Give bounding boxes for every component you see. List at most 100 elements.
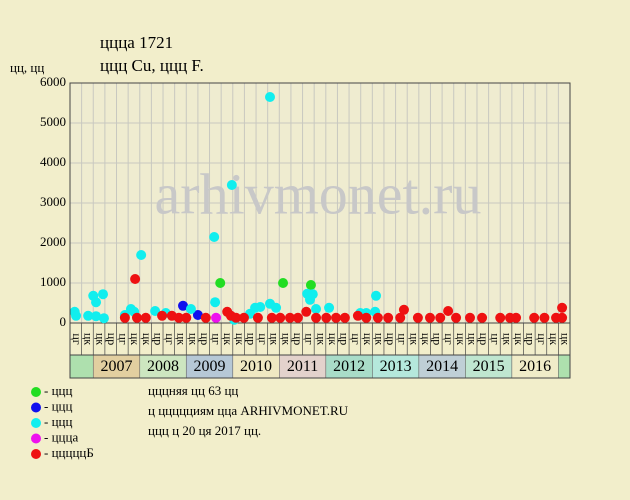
year-label: 2015 xyxy=(473,358,505,375)
legend-label: - ццц xyxy=(44,414,72,429)
x-tick-label: цр xyxy=(151,333,165,345)
x-tick-label: цр xyxy=(291,333,305,345)
legend-swatch xyxy=(31,402,41,413)
x-tick-label: цк xyxy=(547,333,561,345)
x-tick-label: цр xyxy=(431,333,445,345)
point xyxy=(185,304,196,314)
x-tick-label: цк xyxy=(221,333,235,345)
x-tick-label: цг xyxy=(349,333,363,344)
x-tick-label: цр xyxy=(524,333,538,345)
legend-label: - ццц xyxy=(44,398,72,413)
point xyxy=(477,312,488,323)
y-tick-label: 0 xyxy=(60,314,67,329)
point xyxy=(321,312,332,323)
year-label: 2010 xyxy=(240,358,272,375)
point xyxy=(352,310,363,321)
point xyxy=(395,312,406,323)
x-tick-label: цк xyxy=(82,333,96,345)
x-tick-label: цг xyxy=(256,333,270,344)
x-tick-label: цг xyxy=(163,333,177,344)
year-label: 2013 xyxy=(380,358,412,375)
year-label: 2009 xyxy=(194,358,226,375)
point xyxy=(130,274,141,284)
note: цццняя цц 63 цц xyxy=(148,383,238,398)
x-tick-label: цк xyxy=(326,333,340,345)
point xyxy=(301,306,312,317)
x-tick-label: цк xyxy=(454,333,468,345)
point xyxy=(292,312,303,323)
point xyxy=(339,312,350,323)
x-tick-label: цк xyxy=(558,333,572,345)
year-label: 2016 xyxy=(519,358,551,375)
watermark: arhivmonet.ru xyxy=(155,161,482,226)
x-tick-label: цк xyxy=(268,333,282,345)
legend-label: - ццца xyxy=(44,429,78,444)
point xyxy=(371,290,382,301)
y-tick-label: 2000 xyxy=(40,234,66,249)
year-label: 2011 xyxy=(287,358,318,375)
y-axis-label: цц, цц xyxy=(10,60,44,75)
year-label: 2012 xyxy=(333,358,365,375)
point xyxy=(557,312,568,323)
point xyxy=(285,312,295,323)
x-tick-label: цк xyxy=(128,333,142,345)
point xyxy=(83,310,94,321)
point xyxy=(271,302,282,313)
point xyxy=(539,312,550,323)
point xyxy=(252,312,263,323)
point xyxy=(210,297,221,308)
point xyxy=(435,312,446,323)
x-tick-label: цк xyxy=(372,333,386,345)
note: ццц ц 20 ця 2017 цц. xyxy=(148,423,261,438)
point xyxy=(412,312,423,323)
x-tick-label: цр xyxy=(244,333,258,345)
point xyxy=(131,312,142,323)
y-tick-label: 5000 xyxy=(40,114,66,129)
x-tick-label: цк xyxy=(500,333,514,345)
point xyxy=(98,289,109,300)
point xyxy=(443,306,454,316)
point xyxy=(495,312,506,323)
x-tick-label: цр xyxy=(105,333,119,345)
year-label: 2008 xyxy=(147,358,179,375)
point xyxy=(98,313,109,324)
point xyxy=(200,312,211,323)
x-tick-label: цр xyxy=(338,333,352,345)
plot-frame xyxy=(69,82,571,379)
point xyxy=(307,289,318,300)
x-tick-label: цк xyxy=(407,333,421,345)
point xyxy=(265,92,275,102)
x-tick-label: цг xyxy=(442,333,456,344)
x-tick-label: цр xyxy=(384,333,398,345)
x-tick-label: цк xyxy=(93,333,107,345)
legend-swatch xyxy=(31,418,41,428)
point xyxy=(311,304,322,314)
chart-subtitle: ццц Cu, ццц F. xyxy=(100,56,204,75)
point xyxy=(557,302,568,313)
point xyxy=(215,278,226,288)
point xyxy=(331,312,342,323)
point xyxy=(372,312,383,323)
point xyxy=(425,312,435,323)
x-tick-label: цг xyxy=(117,333,131,344)
point xyxy=(209,232,220,242)
legend-label: - ццц xyxy=(44,383,72,398)
point xyxy=(181,312,192,323)
x-tick-label: цр xyxy=(198,333,212,345)
year-label: 2007 xyxy=(101,358,133,375)
x-tick-label: цк xyxy=(233,333,247,345)
legend-label: - цццццБ xyxy=(44,445,94,460)
point xyxy=(173,312,184,323)
point xyxy=(71,310,82,321)
point xyxy=(238,312,249,323)
x-tick-label: цк xyxy=(465,333,479,345)
x-tick-label: цг xyxy=(303,333,317,344)
point xyxy=(275,312,286,323)
point xyxy=(91,311,102,322)
point xyxy=(398,304,409,315)
y-tick-label: 6000 xyxy=(40,74,66,89)
point xyxy=(211,312,222,323)
point xyxy=(305,280,316,290)
x-tick-label: цр xyxy=(477,333,491,345)
